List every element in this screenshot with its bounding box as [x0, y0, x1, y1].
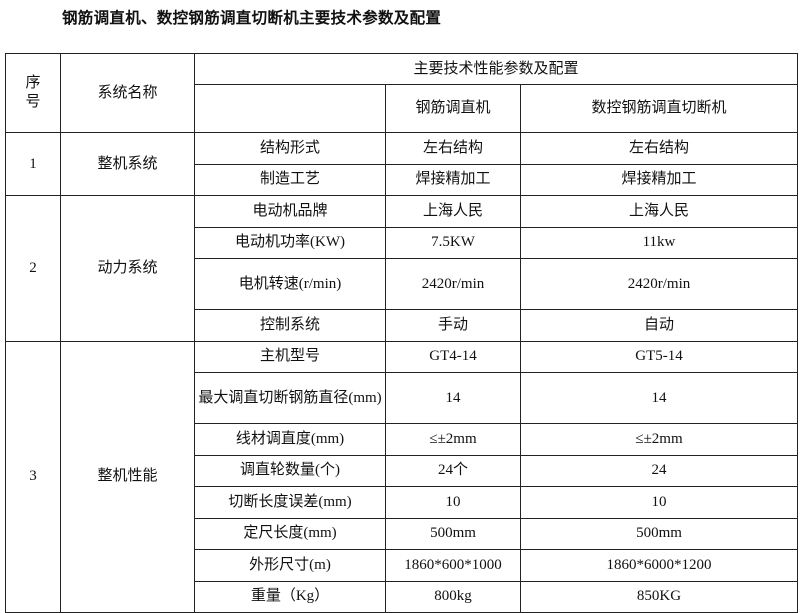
table-row: 切断长度误差(mm) 10 10 [6, 486, 798, 519]
machine-b-value: 左右结构 [520, 132, 798, 165]
machine-b-value: 11kw [520, 226, 798, 259]
group-seq: 3 [5, 340, 61, 613]
group-seq: 1 [5, 132, 61, 196]
table-row: 外形尺寸(m) 1860*600*1000 1860*6000*1200 [6, 549, 798, 582]
param-name: 结构形式 [194, 132, 386, 165]
param-name: 电动机品牌 [194, 195, 386, 228]
machine-b-value: 14 [520, 372, 798, 424]
spec-table: 序号 系统名称 主要技术性能参数及配置 钢筋调直机 数控钢筋调直切断机 1 整机系… [5, 53, 798, 613]
header-machine-a: 钢筋调直机 [385, 84, 521, 133]
table-row: 定尺长度(mm) 500mm 500mm [6, 517, 798, 550]
param-name: 切断长度误差(mm) [194, 486, 386, 519]
machine-b-value: GT5-14 [520, 340, 798, 373]
machine-a-value: 24个 [385, 454, 521, 487]
table-row: 2 动力系统 电动机品牌 上海人民 上海人民 [5, 195, 798, 342]
machine-a-value: 800kg [385, 580, 521, 613]
machine-b-value: 2420r/min [520, 258, 798, 310]
header-row: 钢筋调直机 数控钢筋调直切断机 [6, 84, 798, 133]
param-name: 重量（Kg） [194, 580, 386, 613]
group-seq: 2 [5, 195, 61, 342]
group-system-name: 整机性能 [60, 340, 195, 613]
param-name: 电动机功率(KW) [194, 226, 386, 259]
param-name: 线材调直度(mm) [194, 423, 386, 456]
param-name: 最大调直切断钢筋直径(mm) [194, 372, 386, 424]
table-row: 制造工艺 焊接精加工 焊接精加工 [6, 163, 798, 196]
param-name: 调直轮数量(个) [194, 454, 386, 487]
group-system-name: 动力系统 [60, 195, 195, 342]
table-row: 调直轮数量(个) 24个 24 [6, 454, 798, 487]
header-row: 序号 系统名称 主要技术性能参数及配置 [5, 53, 798, 133]
document-title: 钢筋调直机、数控钢筋调直切断机主要技术参数及配置 [62, 10, 442, 27]
machine-a-value: 500mm [385, 517, 521, 550]
machine-a-value: 10 [385, 486, 521, 519]
machine-a-value: ≤±2mm [385, 423, 521, 456]
machine-b-value: 上海人民 [520, 195, 798, 228]
param-name: 外形尺寸(m) [194, 549, 386, 582]
machine-a-value: 上海人民 [385, 195, 521, 228]
machine-b-value: ≤±2mm [520, 423, 798, 456]
table-row: 1 整机系统 结构形式 左右结构 左右结构 [5, 132, 798, 196]
machine-a-value: 14 [385, 372, 521, 424]
machine-b-value: 1860*6000*1200 [520, 549, 798, 582]
machine-a-value: 2420r/min [385, 258, 521, 310]
header-seq: 序号 [5, 53, 61, 133]
table-row: 最大调直切断钢筋直径(mm) 14 14 [6, 372, 798, 424]
header-machine-b: 数控钢筋调直切断机 [520, 84, 798, 133]
machine-b-value: 焊接精加工 [520, 163, 798, 196]
group-system-name: 整机系统 [60, 132, 195, 196]
header-system-name: 系统名称 [60, 53, 195, 133]
machine-a-value: 1860*600*1000 [385, 549, 521, 582]
table-row: 电机转速(r/min) 2420r/min 2420r/min [6, 258, 798, 310]
machine-b-value: 500mm [520, 517, 798, 550]
machine-a-value: 焊接精加工 [385, 163, 521, 196]
machine-b-value: 24 [520, 454, 798, 487]
param-name: 制造工艺 [194, 163, 386, 196]
param-name: 定尺长度(mm) [194, 517, 386, 550]
table-row: 电动机功率(KW) 7.5KW 11kw [6, 226, 798, 259]
machine-a-value: GT4-14 [385, 340, 521, 373]
header-param-blank [194, 84, 386, 133]
machine-a-value: 7.5KW [385, 226, 521, 259]
machine-b-value: 自动 [520, 309, 798, 342]
param-name: 电机转速(r/min) [194, 258, 386, 310]
header-params-group: 主要技术性能参数及配置 [194, 53, 798, 85]
machine-b-value: 10 [520, 486, 798, 519]
param-name: 控制系统 [194, 309, 386, 342]
machine-b-value: 850KG [520, 580, 798, 613]
machine-a-value: 手动 [385, 309, 521, 342]
table-row: 控制系统 手动 自动 [6, 309, 798, 342]
param-name: 主机型号 [194, 340, 386, 373]
machine-a-value: 左右结构 [385, 132, 521, 165]
table-row: 3 整机性能 主机型号 GT4-14 GT5-14 [5, 340, 798, 613]
